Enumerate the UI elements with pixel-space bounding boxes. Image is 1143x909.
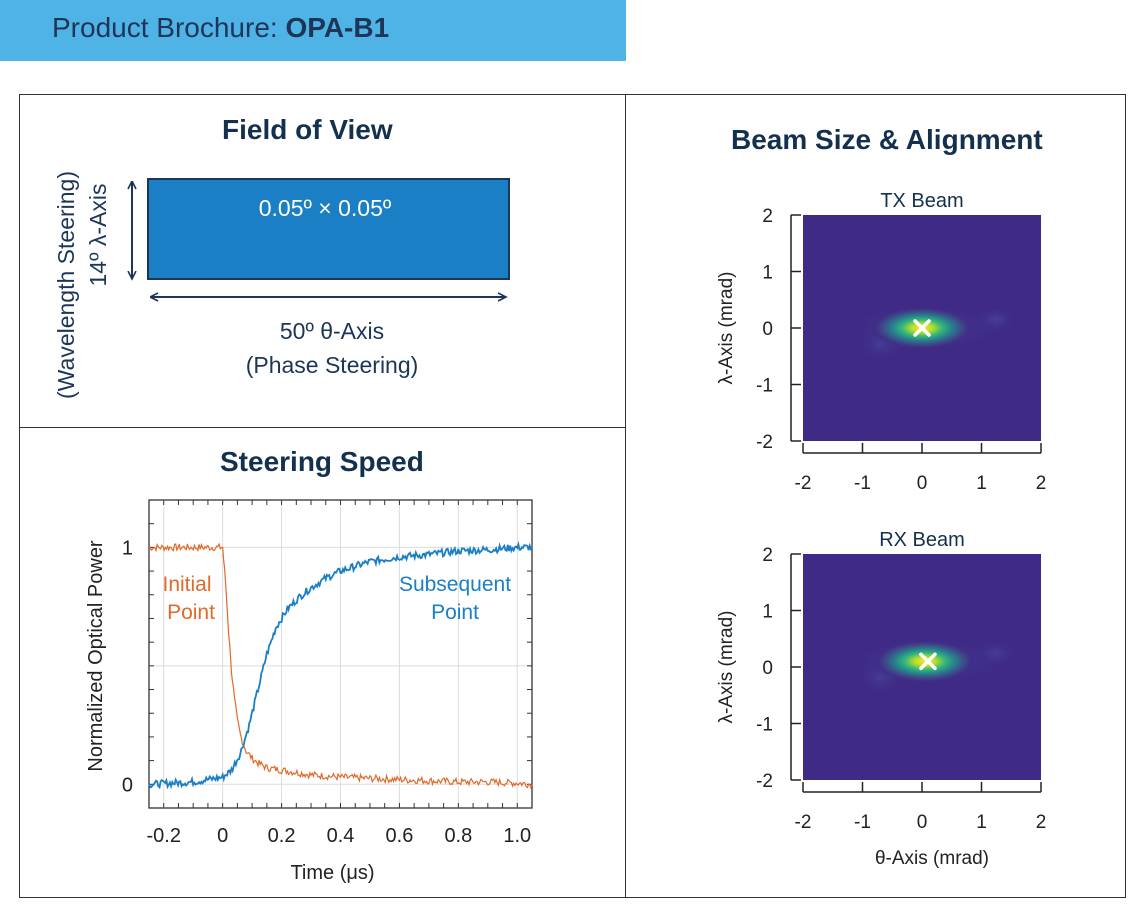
x-tick-label: 0.4	[327, 825, 355, 847]
initial-point-line	[148, 542, 533, 790]
x-tick-label: 0.2	[268, 825, 296, 847]
y-axis-label: λ-Axis (mrad)	[716, 272, 737, 385]
beam-sidelobe	[974, 638, 1019, 667]
x-tick-label: 1	[976, 812, 987, 833]
x-tick-label: 0	[217, 825, 228, 847]
x-tick-label: -0.2	[146, 825, 180, 847]
x-axis-label: θ-Axis (mrad)	[875, 848, 989, 869]
title-prefix: Product Brochure:	[52, 12, 286, 43]
x-tick-label: -1	[854, 812, 871, 833]
center-marker-stroke	[913, 319, 931, 337]
x-tick-label: -2	[795, 812, 812, 833]
beam-sidelobe	[974, 305, 1019, 334]
y-axis-label: λ-Axis (mrad)	[716, 611, 737, 724]
x-tick-label: 1.0	[503, 825, 531, 847]
fov-v-axis-line2: 14º λ-Axis	[85, 184, 111, 287]
subsequent-point-line	[148, 540, 533, 790]
header-banner	[0, 0, 626, 61]
steering-title: Steering Speed	[220, 446, 424, 477]
x-tick-label: 2	[1036, 473, 1047, 494]
beam-spot	[876, 641, 973, 682]
beam-plot-title: TX Beam	[880, 190, 963, 212]
y-tick-label: 1	[762, 263, 773, 284]
x-tick-label: 0.8	[444, 825, 472, 847]
fov-box-label: 0.05º × 0.05º	[259, 195, 392, 221]
beam-charts: TX Beam -2 -2 -1 -1 0 0 1 1 2 2 λ-Axis (mrad) RX Bea…	[716, 190, 1047, 869]
subsequent-label-line2: Point	[431, 601, 479, 624]
y-axis-label: Normalized Optical Power	[85, 540, 107, 772]
x-tick-label: 0.6	[386, 825, 414, 847]
x-tick-label: 0	[917, 812, 928, 833]
beam-plot-title: RX Beam	[879, 529, 965, 551]
y-tick-label: 0	[122, 774, 133, 796]
fov-h-axis-line1: 50º θ-Axis	[280, 318, 384, 344]
y-tick-label: 2	[762, 206, 773, 227]
y-tick-label: -1	[756, 715, 773, 736]
fov-h-axis-line2: (Phase Steering)	[246, 352, 419, 378]
y-tick-label: -2	[756, 432, 773, 453]
fov-title: Field of View	[222, 114, 393, 145]
x-tick-label: 0	[917, 473, 928, 494]
beam-title: Beam Size & Alignment	[731, 124, 1043, 155]
steering-speed-chart: -0.2 0 0.2 0.4 0.6 0.8 1.0 0 1 Time (μs) Normalize…	[85, 499, 533, 884]
fov-v-axis-line1: (Wavelength Steering)	[53, 171, 79, 399]
y-tick-label: 0	[762, 319, 773, 340]
y-tick-label: -2	[756, 771, 773, 792]
fov-box	[147, 178, 510, 280]
subsequent-label-line1: Subsequent	[399, 573, 511, 596]
initial-label-line2: Point	[167, 601, 215, 624]
initial-label-line1: Initial	[162, 573, 211, 596]
x-tick-label: -1	[854, 473, 871, 494]
panel-frame	[19, 94, 1126, 898]
product-name: OPA-B1	[285, 12, 390, 43]
x-tick-label: 1	[976, 473, 987, 494]
y-tick-label: 2	[762, 545, 773, 566]
center-marker-stroke	[919, 652, 937, 671]
x-tick-label: 2	[1036, 812, 1047, 833]
y-tick-label: 1	[122, 537, 133, 559]
fov-diagram: 0.05º × 0.05º 50º θ-Axis (Phase Steering…	[53, 171, 510, 399]
page-title: Product Brochure: OPA-B1	[52, 12, 389, 44]
panel-divider-horizontal	[19, 427, 626, 428]
x-tick-label: -2	[795, 473, 812, 494]
y-tick-label: -1	[756, 376, 773, 397]
x-axis-label: Time (μs)	[290, 862, 374, 884]
panel-divider-vertical	[625, 94, 626, 898]
y-tick-label: 1	[762, 602, 773, 623]
y-tick-label: 0	[762, 658, 773, 679]
